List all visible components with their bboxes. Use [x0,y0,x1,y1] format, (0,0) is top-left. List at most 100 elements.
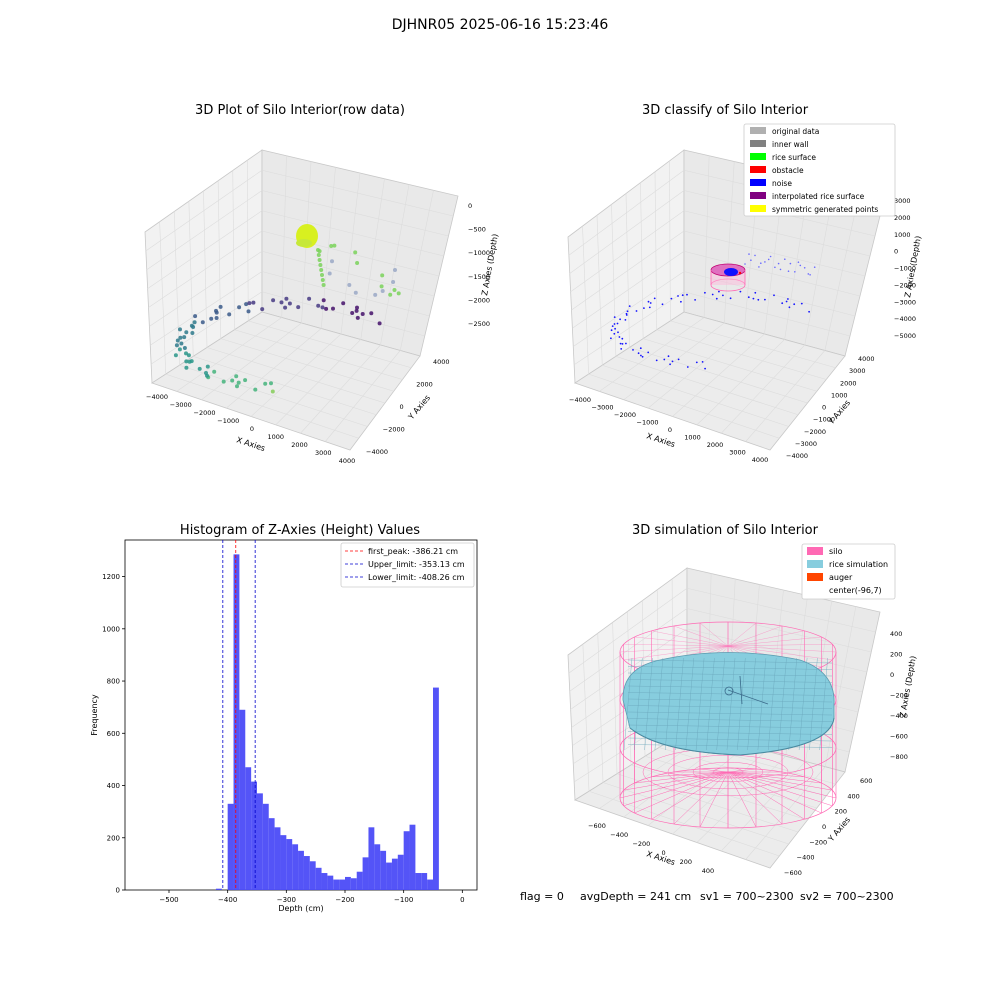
raw-point [190,331,195,335]
raw-point [355,315,360,320]
classify-z-tick-label: −2000 [894,281,916,289]
simulation-plot-title: 3D simulation of Silo Interior [632,523,818,538]
classify-noise-point [640,354,642,357]
grid-line [656,329,827,380]
classify-noise-point [635,310,638,312]
classify-noise-point [760,262,762,265]
y-tick-label: 400 [107,782,120,790]
grid-line [247,160,249,321]
sv1-readout: sv1 = 700~2300 [700,890,794,903]
classify-noise-point [785,300,788,303]
classify-z-tick-label: −4000 [894,315,916,323]
raw-point [243,378,248,383]
silo-floor-spoke [699,771,729,828]
raw-point [173,353,178,358]
rice-mesh-line [675,657,684,751]
silo-floor-spoke [623,771,729,791]
raw-point [350,311,355,315]
rice-mesh-line [627,724,833,729]
silo-top-spoke [619,645,729,653]
simulation-z-tick-label: −800 [890,753,908,761]
raw-point [184,359,189,364]
classify-noise-point [619,342,622,345]
legend-label: rice simulation [829,560,888,569]
raw-point [318,263,323,267]
raw-point [179,341,184,346]
raw-point [212,369,217,374]
grid-line [150,291,263,365]
raw-point [237,305,242,310]
grid-line [149,251,263,327]
classify-noise-point [694,299,696,301]
classify-y-tick-label: 3000 [849,367,866,375]
histogram-bar [321,873,328,890]
histogram-bar [374,844,381,890]
classify-noise-point [625,312,628,315]
raw-point [178,327,182,332]
legend-swatch [807,547,823,555]
x-tick-label: −400 [218,896,237,904]
raw-point [177,347,182,352]
raw-point [355,305,359,310]
rice-mesh-line [716,657,725,751]
silo-floor-spoke [727,771,805,820]
raw-point [319,268,324,272]
histogram-bar [274,827,281,890]
rice-mesh-line [627,679,833,683]
classify-noise-point [794,271,796,273]
legend-label: silo [829,547,843,556]
grid-line [220,338,394,392]
silo-floor-spoke [619,771,729,799]
rice-simulation-surface [622,652,835,756]
classify-noise-point [777,262,780,265]
classify-y-tick-label: 1000 [831,391,848,399]
histogram-bar [303,856,310,890]
silo-floor-ring [712,767,744,777]
classify-noise-point [653,297,656,300]
raw-point [200,320,205,325]
classify-x-tick-labels: −4000−3000−2000−1000 0 1000 2000 3000 4000 [569,396,768,464]
classify-noise-point [797,261,800,264]
raw-point [269,381,273,386]
simulation-z-tick-label: −400 [890,712,908,720]
rice-mesh-line [778,657,787,751]
silo-top-spoke [634,636,729,647]
grid-line [721,344,805,434]
grid-line [629,347,808,404]
classify-noise-point [767,258,770,261]
rice-mesh-line [623,657,633,751]
y-tick-label: 1000 [102,625,120,633]
classify-noise-point [781,302,784,305]
raw-point [379,284,384,289]
raw-point [186,353,191,358]
rice-mesh-line [726,657,736,751]
rice-mesh-line [654,657,664,751]
grid-line [824,606,857,767]
raw-y-axis-label: Y Axies [406,393,432,422]
flag-readout: flag = 0 [520,890,564,903]
histogram-bar [421,873,428,890]
raw-point [321,283,326,287]
classify-noise-point [788,306,791,309]
grid-line [683,250,861,297]
classify-noise-point [681,294,684,297]
classify-noise-point [686,366,689,368]
raw-x-tick-label: 1000 [267,433,284,441]
legend-label: auger [829,573,853,582]
silo-top-spoke [651,630,729,647]
silo-floor-spoke [651,771,729,778]
classify-noise-point [704,291,706,294]
classify-z-tick-label: 2000 [894,214,911,222]
raw-point [329,244,334,248]
grid-line [150,271,263,346]
classify-noise-point [774,266,776,269]
classify-noise-point [614,327,616,330]
raw-point [271,298,276,303]
raw-point [182,346,187,350]
simulation-z-tick-label: 400 [890,630,902,638]
raw-z-tick-label: −1500 [468,273,490,281]
histogram-bar [368,827,375,890]
classify-x-tick-label: 0 [668,426,672,434]
classify-noise-point [793,303,796,306]
